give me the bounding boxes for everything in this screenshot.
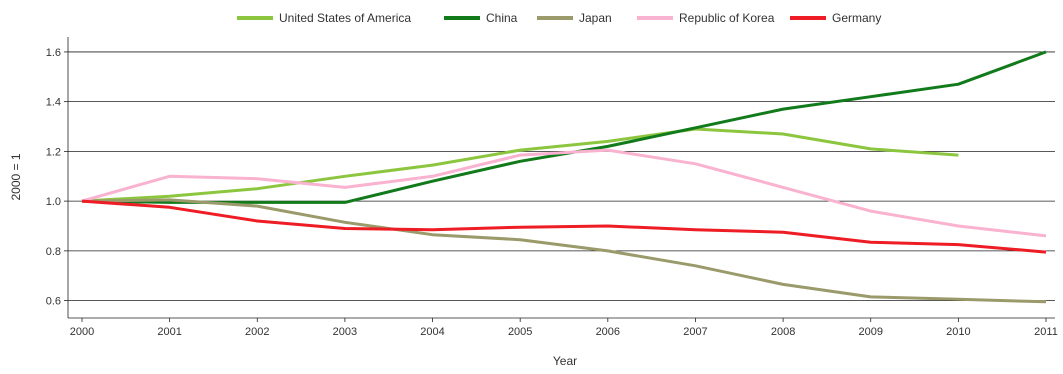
y-tick-label: 1.2 [46,146,61,158]
x-tick-label: 2006 [596,326,620,338]
x-tick-label: 2007 [683,326,707,338]
y-tick-label: 1.6 [46,47,61,59]
x-tick-label: 2008 [771,326,795,338]
x-tick-label: 2009 [858,326,882,338]
x-tick-label: 2011 [1034,326,1058,338]
legend-label-germany: Germany [832,11,881,25]
y-tick-label: 0.8 [46,246,61,258]
x-axis-title: Year [553,354,577,368]
x-tick-label: 2003 [333,326,357,338]
legend: United States of America China Japan Republ… [237,11,881,25]
legend-label-republic-of-korea: Republic of Korea [679,11,775,25]
x-tick-label: 2010 [946,326,970,338]
series-line-japan [81,198,1047,304]
y-tick-label: 1.4 [46,97,61,109]
x-tick-label: 2002 [245,326,269,338]
y-axis-title: 2000 = 1 [9,153,23,200]
y-tick-label: 1.0 [46,196,61,208]
y-tick-label: 0.6 [46,296,61,308]
x-tick-label: 2005 [508,326,532,338]
legend-label-china: China [486,11,518,25]
series-line-germany [81,199,1047,254]
series-line-united-states-of-america [81,127,959,203]
legend-label-japan: Japan [579,11,612,25]
x-tick-label: 2001 [157,326,181,338]
series-line-china [81,50,1047,204]
series-lines [81,50,1047,304]
legend-label-united-states-of-america: United States of America [279,11,411,25]
series-line-republic-of-korea [81,148,1047,238]
x-tick-label: 2004 [420,326,444,338]
axes: 0.6 0.8 1.0 1.2 1.4 1.6 2000 2001 2002 2003 2004 20… [46,37,1058,338]
x-tick-label: 2000 [70,326,94,338]
